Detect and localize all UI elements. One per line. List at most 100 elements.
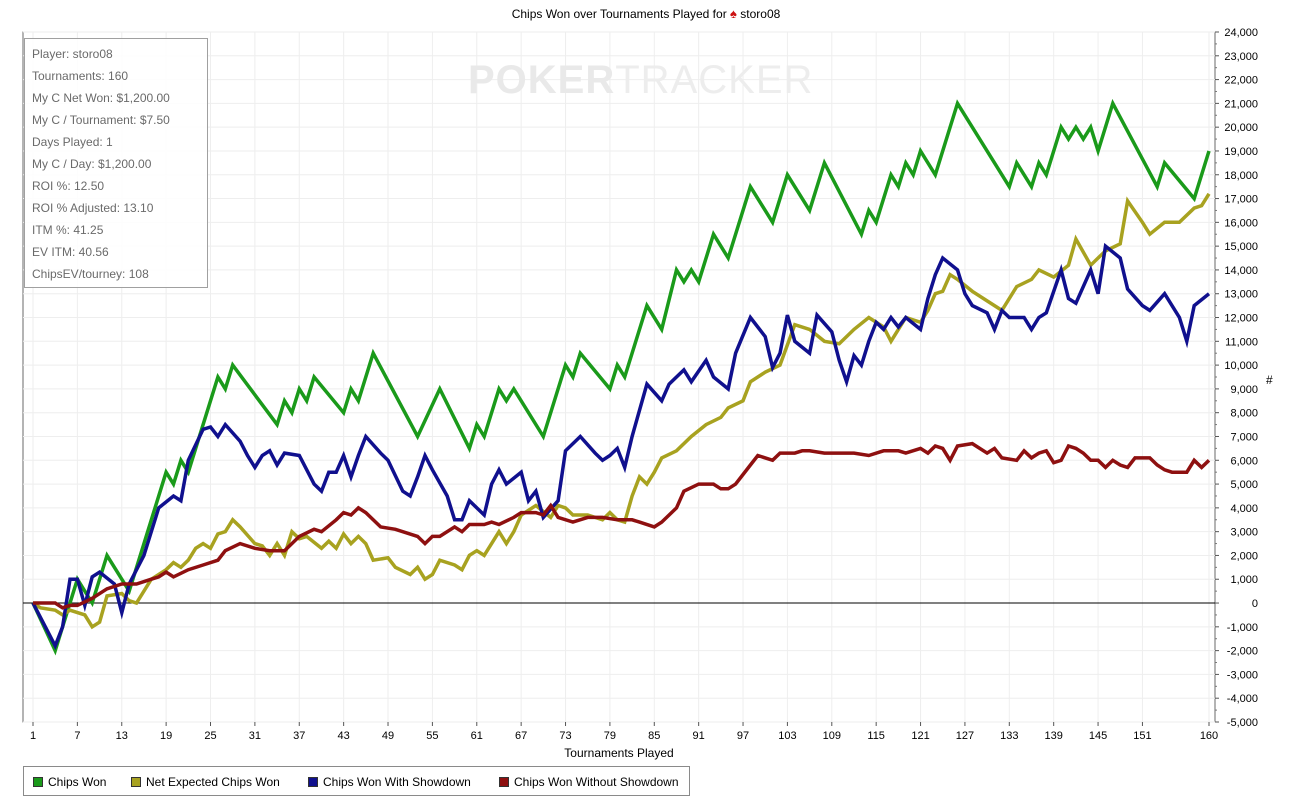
stat-player: Player: storo08 [32,47,113,61]
stat-tournaments: Tournaments: 160 [32,69,129,83]
y-tick-label: 2,000 [1230,550,1258,562]
x-tick-label: 61 [471,730,483,742]
chart-title-text: Chips Won over Tournaments Played for [511,7,727,21]
pokertracker-logo-watermark: POKERTRACKER [468,58,813,103]
x-tick-label: 133 [1000,730,1018,742]
x-tick-label: 19 [160,730,172,742]
stat-per-day: My C / Day: $1,200.00 [32,157,152,171]
spade-icon: ♠ [730,6,737,21]
y-axis-label: # [1266,373,1273,387]
y-tick-label: 16,000 [1224,217,1258,229]
chart-title-player: storo08 [740,7,781,21]
legend-item-without-showdown[interactable]: Chips Won Without Showdown [499,775,679,789]
y-tick-label: 19,000 [1224,146,1258,158]
legend-item-with-showdown[interactable]: Chips Won With Showdown [308,775,471,789]
y-tick-label: 18,000 [1224,170,1258,182]
x-tick-label: 97 [737,730,749,742]
stat-itm: ITM %: 41.25 [32,223,104,237]
x-tick-label: 55 [426,730,438,742]
axes: -5,000 -4,000 -3,000 -2,000 -1,000 0 1,000 2,00… [23,27,1258,742]
x-tick-label: 7 [74,730,80,742]
y-tick-label: 10,000 [1224,360,1258,372]
series-line-chips-won-with-showdown [31,242,1211,651]
y-tick-label: 15,000 [1224,241,1258,253]
series-line-chips-won-without-showdown [33,441,1211,610]
y-tick-label: 11,000 [1225,336,1258,348]
y-tick-label: -4,000 [1227,693,1258,705]
y-tick-label: 24,000 [1224,27,1258,39]
x-tick-label: 103 [778,730,796,742]
plot-area-border [22,31,1216,723]
x-tick-label: 121 [911,730,929,742]
x-tick-label: 13 [116,730,128,742]
y-tick-label: 12,000 [1224,313,1258,325]
legend-label: Net Expected Chips Won [146,775,280,789]
series-line-net-expected-chips-won [32,192,1211,630]
y-tick-label: -5,000 [1227,717,1258,729]
stat-days-played: Days Played: 1 [32,135,113,149]
y-tick-label: 6,000 [1230,455,1258,467]
stat-net-won: My C Net Won: $1,200.00 [32,91,170,105]
stat-ev-itm: EV ITM: 40.56 [32,245,109,259]
legend-swatch [33,776,43,787]
x-tick-label: 67 [515,730,527,742]
x-tick-label: 127 [956,730,974,742]
y-tick-label: 9,000 [1230,384,1258,396]
x-tick-label: 1 [30,730,36,742]
x-tick-label: 139 [1044,730,1062,742]
x-tick-label: 91 [693,730,705,742]
x-tick-label: 43 [338,730,350,742]
stat-roi: ROI %: 12.50 [32,179,105,193]
stat-roi-adjusted: ROI % Adjusted: 13.10 [32,201,154,215]
chart-title: Chips Won over Tournaments Played for ♠ … [0,6,1292,21]
y-tick-label: 22,000 [1224,75,1258,87]
legend-item-chips-won[interactable]: Chips Won [33,775,106,789]
x-tick-label: 79 [604,730,616,742]
x-axis-label: Tournaments Played [564,746,673,760]
y-tick-label: 21,000 [1224,98,1258,110]
y-tick-label: 0 [1252,598,1258,610]
y-tick-label: 17,000 [1224,194,1258,206]
legend-label: Chips Won With Showdown [323,775,471,789]
series-lines [31,98,1211,656]
legend-label: Chips Won [48,775,107,789]
x-tick-label: 37 [293,730,305,742]
x-tick-label: 85 [648,730,660,742]
watermark-bold: POKER [468,58,616,102]
y-tick-label: -3,000 [1227,669,1258,681]
x-tick-label: 25 [204,730,216,742]
y-tick-label: 20,000 [1224,122,1258,134]
y-tick-label: 13,000 [1224,289,1258,301]
y-tick-label: 14,000 [1224,265,1258,277]
x-tick-label: 115 [867,730,885,742]
y-tick-label: -2,000 [1227,646,1258,658]
legend-swatch [499,776,509,787]
y-tick-label: -1,000 [1227,622,1258,634]
x-tick-label: 31 [249,730,261,742]
legend-item-net-expected[interactable]: Net Expected Chips Won [131,775,280,789]
y-tick-label: 3,000 [1230,527,1258,539]
chart-legend: Chips Won Net Expected Chips Won Chips W… [23,766,690,796]
x-tick-label: 73 [559,730,571,742]
y-tick-label: 7,000 [1230,431,1258,443]
series-line-chips-won [31,98,1211,656]
stats-box: Player: storo08 Tournaments: 160 My C Ne… [24,38,208,288]
grid-lines [23,31,1215,723]
legend-swatch [131,776,141,787]
x-tick-label: 145 [1089,730,1107,742]
y-tick-label: 23,000 [1224,51,1258,63]
y-tick-label: 5,000 [1230,479,1258,491]
stat-chipsev: ChipsEV/tourney: 108 [32,267,149,281]
legend-swatch [308,776,318,787]
y-tick-label: 8,000 [1230,408,1258,420]
x-tick-label: 151 [1133,730,1151,742]
y-tick-label: 4,000 [1230,503,1258,515]
stat-per-tournament: My C / Tournament: $7.50 [32,113,170,127]
x-tick-label: 109 [823,730,841,742]
x-tick-label: 160 [1200,730,1218,742]
x-tick-label: 49 [382,730,394,742]
legend-label: Chips Won Without Showdown [514,775,679,789]
y-tick-label: 1,000 [1230,574,1258,586]
watermark-light: TRACKER [615,58,814,102]
